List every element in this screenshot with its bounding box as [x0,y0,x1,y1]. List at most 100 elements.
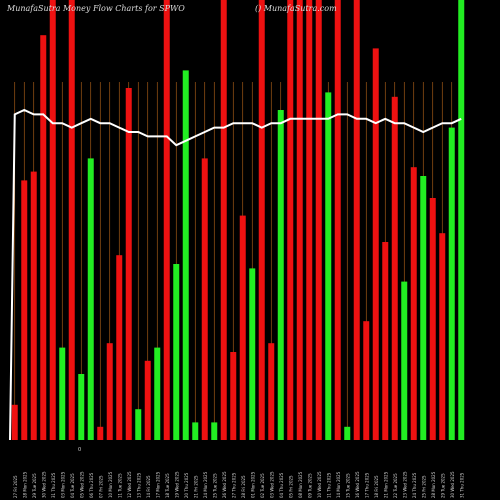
bar [192,422,199,440]
x-tick-label: 09 Tue 2025 [307,473,312,498]
bar [21,180,28,440]
bar [211,422,218,440]
bar [59,347,66,440]
bar [410,167,417,440]
x-tick-label: 28 Mon 2025 [22,471,27,498]
bar [220,0,227,440]
bar [401,281,408,440]
bar [106,343,113,440]
x-tick-label: 18 Fri 2025 [374,475,379,498]
x-marker-label: 0 [78,447,81,453]
bars [11,0,465,441]
bar [287,0,294,440]
bar [116,255,123,440]
bar [306,0,313,440]
bar [382,242,389,440]
bar [78,374,85,440]
x-tick-label: 22 Tue 2025 [393,473,398,498]
bar [429,198,436,440]
x-tick-label: 29 Tue 2025 [440,473,445,498]
bar [258,0,265,440]
x-tick-label: 28 Mon 2025 [431,471,436,498]
bar [68,0,75,440]
bar [268,343,275,440]
bar [230,352,237,440]
x-tick-label: 20 Thu 2025 [184,472,189,498]
bar [420,176,427,440]
bar [87,158,94,440]
money-flow-line [9,108,462,441]
bar [315,0,322,440]
x-tick-label: 14 Fri 2025 [146,475,151,498]
x-tick-label: 24 Mon 2025 [203,471,208,498]
x-tick-label: 01 Mon 2025 [250,471,255,498]
x-tick-label: 18 Tue 2025 [165,473,170,498]
bar [249,268,256,440]
x-tick-label: 08 Mon 2025 [298,471,303,498]
bar [135,409,142,440]
x-tick-label: 16 Wed 2025 [355,471,360,498]
x-tick-label: 07 Fri 2025 [98,475,103,498]
bar [344,426,351,440]
x-tick-label: 31 Thu 2025 [51,472,56,498]
x-tick-label: 27 Thu 2025 [231,472,236,498]
x-tick-labels: 27 Fri 2025 28 Mon 2025 29 Tue 2025 30 Wed … [13,471,465,498]
bar [325,92,332,441]
x-tick-label: 03 Mon 2025 [60,471,65,498]
x-tick-label: 04 Tue 2025 [70,473,75,498]
site-credit: () MunafaSutra.com [255,4,337,13]
x-tick-label: 11 Thu 2025 [326,472,331,498]
bar [448,127,455,440]
x-tick-label: 17 Mon 2025 [155,471,160,498]
bar [277,110,284,440]
x-tick-label: 17 Thu 2025 [364,472,369,498]
x-tick-label: 24 Thu 2025 [412,472,417,498]
x-tick-label: 26 Wed 2025 [222,471,227,498]
bar [182,70,189,441]
bar [11,404,18,440]
x-tick-label: 27 Fri 2025 [13,475,18,498]
bar [97,426,104,440]
bar [458,0,465,440]
bar [163,0,170,440]
x-tick-label: 04 Thu 2025 [279,472,284,498]
x-tick-label: 29 Tue 2025 [32,473,37,498]
x-tick-label: 10 Wed 2025 [317,471,322,498]
x-tick-label: 28 Fri 2025 [241,475,246,498]
bar [30,171,37,440]
x-tick-label: 31 Thu 2025 [459,472,464,498]
x-tick-label: 19 Wed 2025 [174,471,179,498]
bar [144,360,151,440]
bar [40,35,47,440]
bar [154,347,161,440]
x-tick-label: 10 Mon 2025 [108,471,113,498]
bar [334,0,341,440]
x-tick-label: 03 Wed 2025 [269,471,274,498]
chart-title: MunafaSutra Money Flow Charts for SPWO [7,4,185,13]
bar [296,0,303,440]
x-tick-label: 13 Thu 2025 [136,472,141,498]
bar [439,233,446,440]
x-tick-label: 25 Fri 2025 [421,475,426,498]
x-tick-label: 23 Wed 2025 [402,471,407,498]
x-tick-label: 14 Mon 2025 [336,471,341,498]
x-tick-label: 30 Wed 2025 [450,471,455,498]
bar [391,96,398,441]
bar [353,0,360,440]
bar [173,264,180,440]
x-tick-label: 11 Tue 2025 [117,473,122,498]
bar [363,321,370,440]
x-tick-label: 05 Fri 2025 [288,475,293,498]
x-tick-label: 30 Wed 2025 [41,471,46,498]
x-tick-label: 06 Thu 2025 [89,472,94,498]
bar [372,48,379,441]
bar [239,215,246,440]
x-tick-label: 21 Fri 2025 [193,475,198,498]
x-tick-label: 15 Tue 2025 [345,473,350,498]
x-tick-label: 25 Tue 2025 [212,473,217,498]
x-tick-label: 12 Wed 2025 [127,471,132,498]
bar [49,0,56,440]
bar [125,88,132,440]
x-tick-label: 02 Tue 2025 [260,473,265,498]
